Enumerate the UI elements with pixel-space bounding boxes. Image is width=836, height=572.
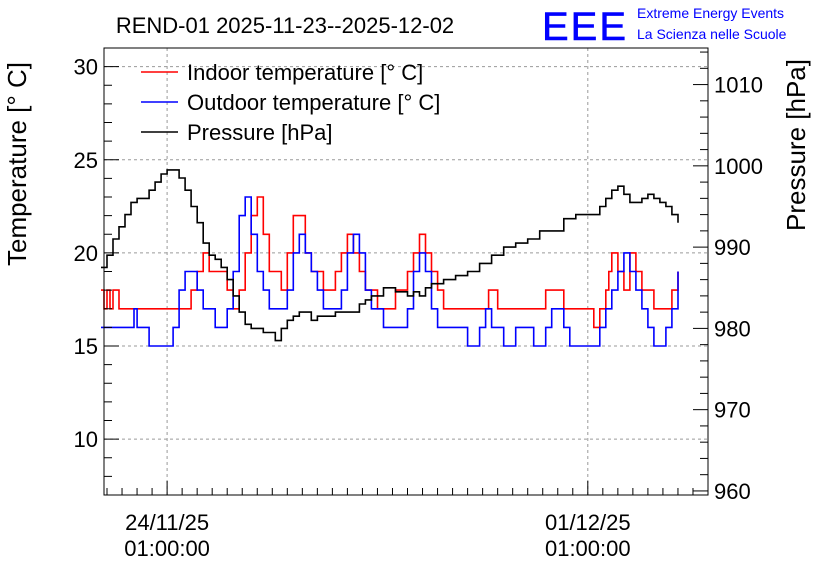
series-line-pressure [101, 169, 679, 342]
eee-logo-mark: EEE [542, 5, 628, 49]
y2-tick-label: 960 [714, 479, 751, 504]
legend-label-indoor: Indoor temperature [° C] [187, 60, 423, 85]
legend-label-outdoor: Outdoor temperature [° C] [187, 90, 440, 115]
eee-logo-line1: Extreme Energy Events [637, 5, 784, 21]
legend: Indoor temperature [° C] Outdoor tempera… [141, 60, 440, 145]
x-tick-label-date: 24/11/25 [125, 510, 209, 535]
y2-tick-label: 980 [714, 316, 751, 341]
x-tick-label-time: 01:00:00 [124, 536, 210, 561]
y2-tick-label: 970 [714, 398, 751, 423]
x-tick-label-time: 01:00:00 [545, 536, 631, 561]
series-layer [101, 169, 679, 347]
y-tick-label: 20 [74, 241, 98, 266]
chart-title: REND-01 2025-11-23--2025-12-02 [116, 13, 454, 38]
y-tick-label: 30 [74, 55, 98, 80]
y-axis-label: Temperature [° C] [2, 62, 32, 266]
eee-logo-line2: La Scienza nelle Scuole [637, 26, 787, 42]
y-tick-label: 25 [74, 148, 98, 173]
y2-tick-label: 1010 [714, 73, 763, 98]
axis-layer: 10152025309609709809901000101024/11/2501… [74, 47, 763, 561]
series-line-indoor [101, 196, 679, 329]
eee-logo: EEE Extreme Energy Events La Scienza nel… [542, 5, 787, 50]
y-tick-label: 10 [74, 427, 98, 452]
y2-axis-label: Pressure [hPa] [781, 59, 811, 231]
y2-tick-label: 1000 [714, 154, 763, 179]
x-tick-label-date: 01/12/25 [545, 510, 631, 535]
series-line-outdoor [101, 196, 679, 347]
legend-label-pressure: Pressure [hPa] [187, 120, 333, 145]
y2-tick-label: 990 [714, 235, 751, 260]
y-tick-label: 15 [74, 334, 98, 359]
grid-layer [104, 48, 708, 495]
